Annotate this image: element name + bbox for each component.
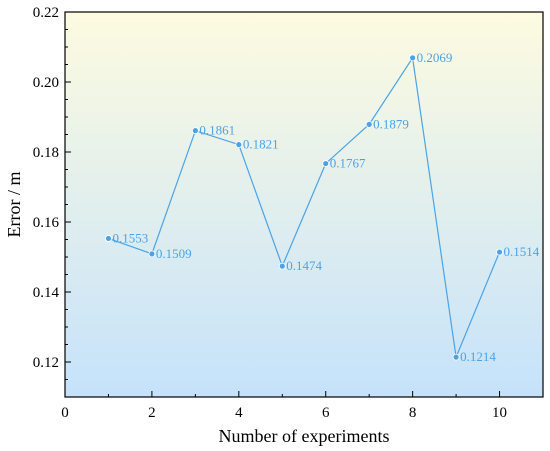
x-tick-label: 0 bbox=[61, 405, 69, 421]
data-label: 0.1821 bbox=[243, 137, 279, 152]
data-point bbox=[278, 262, 286, 270]
series-line bbox=[108, 56, 501, 360]
y-tick-label: 0.20 bbox=[33, 75, 59, 91]
data-label: 0.1767 bbox=[330, 156, 366, 171]
data-label: 0.1214 bbox=[460, 349, 496, 364]
data-label: 0.1553 bbox=[112, 230, 148, 245]
data-point bbox=[322, 160, 330, 167]
x-tick-label: 8 bbox=[409, 405, 417, 421]
x-axis-label: Number of experiments bbox=[219, 426, 390, 446]
plot-background bbox=[65, 12, 543, 397]
data-point bbox=[191, 127, 199, 135]
y-tick-label: 0.14 bbox=[33, 285, 60, 301]
x-tick-label: 6 bbox=[322, 405, 330, 421]
data-label: 0.1509 bbox=[156, 246, 192, 261]
data-label: 0.1861 bbox=[199, 123, 235, 138]
y-axis-label: Error / m bbox=[4, 172, 24, 238]
data-label: 0.1514 bbox=[504, 244, 540, 259]
data-point bbox=[452, 353, 460, 361]
y-tick-label: 0.18 bbox=[33, 145, 59, 161]
data-point bbox=[496, 248, 503, 256]
data-point bbox=[409, 54, 417, 62]
y-tick-label: 0.16 bbox=[33, 215, 60, 231]
data-point bbox=[235, 141, 243, 149]
data-label: 0.1879 bbox=[373, 116, 409, 131]
y-tick-label: 0.12 bbox=[33, 355, 59, 371]
x-tick-label: 2 bbox=[148, 405, 156, 421]
data-label: 0.2069 bbox=[417, 50, 453, 65]
x-tick-label: 4 bbox=[235, 405, 243, 421]
y-tick-label: 0.22 bbox=[33, 5, 59, 21]
data-point bbox=[365, 120, 373, 128]
x-tick-label: 10 bbox=[492, 405, 507, 421]
data-label: 0.1474 bbox=[286, 258, 322, 273]
data-point bbox=[105, 235, 112, 242]
data-point bbox=[148, 250, 156, 258]
